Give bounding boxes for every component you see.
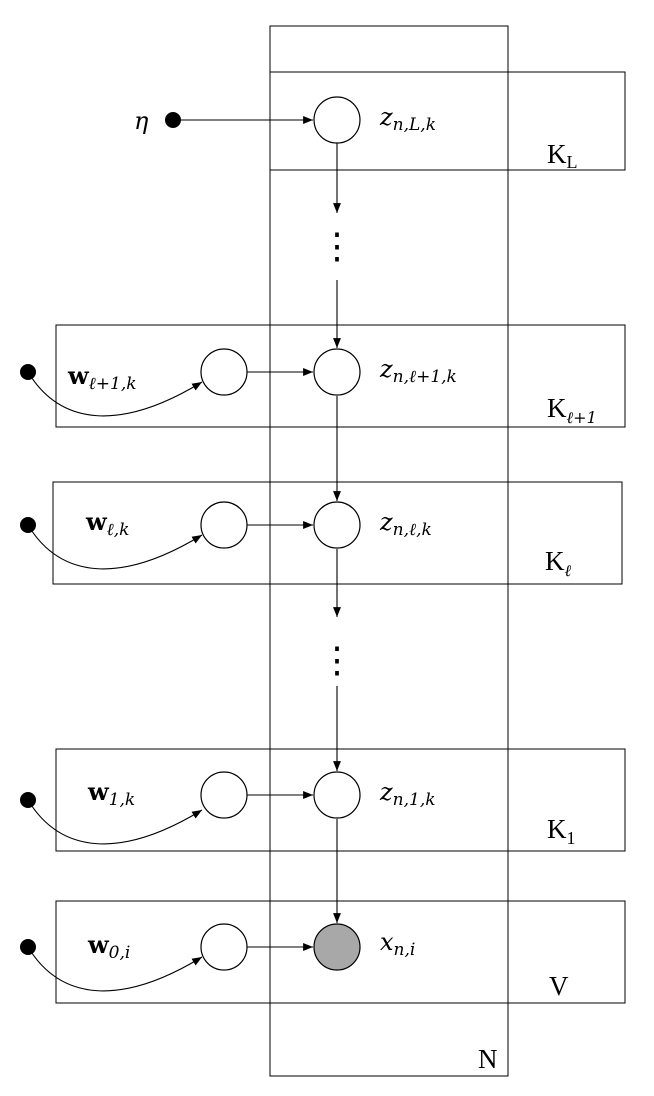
label-w-0: w0,i — [87, 930, 130, 963]
plate-k-1-label: K1 — [547, 814, 576, 848]
plate-n — [269, 25, 509, 1077]
label-z-l: zn,ℓ,k — [379, 508, 432, 540]
eta-hyperparameter-dot — [165, 112, 181, 128]
plate-kl-top — [269, 71, 626, 171]
plate-v — [55, 900, 626, 1004]
node-w-l-plus-1 — [200, 348, 248, 396]
label-w-l: wℓ,k — [85, 507, 129, 540]
node-z-1 — [313, 771, 361, 819]
node-w-0 — [200, 923, 248, 971]
edge-dot-to-w-l — [27, 524, 203, 570]
plate-k-1 — [55, 748, 626, 852]
label-w-1: w1,k — [87, 777, 135, 810]
node-z-l — [313, 501, 361, 549]
ellipsis-upper: ⋮ — [319, 226, 355, 267]
label-z-l-plus-1: zn,ℓ+1,k — [379, 355, 457, 387]
label-z-L: zn,L,k — [379, 103, 436, 135]
label-w-l-plus-1: wℓ+1,k — [67, 361, 137, 394]
label-z-1: zn,1,k — [379, 778, 436, 810]
node-w-1 — [200, 771, 248, 819]
plate-k-l-plus-1-label: Kℓ+1 — [547, 393, 597, 427]
node-x-observed — [313, 923, 361, 971]
node-z-l-plus-1 — [313, 348, 361, 396]
plate-n-label: N — [478, 1044, 498, 1074]
edge-dot-to-w-l-plus-1 — [27, 371, 203, 417]
plate-k-l-label: Kℓ — [545, 546, 572, 580]
plate-kl-label: KL — [547, 139, 578, 172]
plate-k-l-plus-1 — [55, 324, 626, 428]
plate-v-label: V — [549, 971, 569, 1001]
edge-dot-to-w-0 — [27, 946, 203, 992]
ellipsis-lower: ⋮ — [319, 640, 355, 681]
node-z-L — [313, 96, 361, 144]
label-eta: η — [134, 107, 149, 135]
label-x: xn,i — [380, 928, 415, 960]
edge-dot-to-w-1 — [27, 799, 203, 845]
node-w-l — [200, 501, 248, 549]
